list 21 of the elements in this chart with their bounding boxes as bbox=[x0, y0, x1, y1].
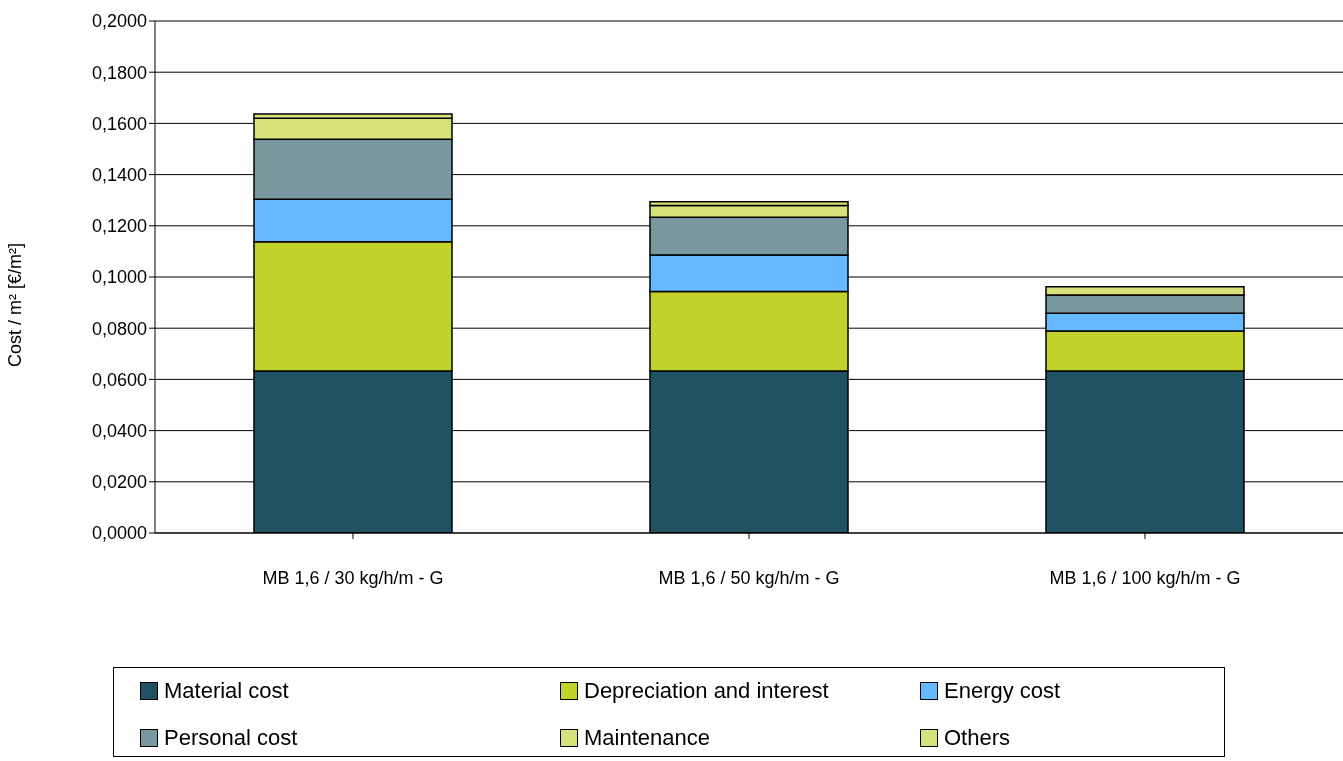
legend-label: Maintenance bbox=[584, 725, 710, 751]
y-tick-label: 0,2000 bbox=[91, 11, 147, 32]
x-tick-label: MB 1,6 / 30 kg/h/m - G bbox=[262, 567, 444, 588]
y-tick-label: 0,1600 bbox=[91, 113, 147, 134]
y-tick-label: 0,1400 bbox=[91, 164, 147, 185]
y-tick-label: 0,0400 bbox=[91, 420, 147, 441]
y-tick-label: 0,1000 bbox=[91, 267, 147, 288]
y-tick-label: 0,0200 bbox=[91, 472, 147, 493]
y-tick-label: 0,0000 bbox=[91, 523, 147, 544]
legend-label: Depreciation and interest bbox=[584, 678, 829, 704]
legend-label: Energy cost bbox=[944, 678, 1061, 704]
legend-label: Material cost bbox=[164, 678, 289, 704]
y-tick-label: 0,0600 bbox=[91, 369, 147, 390]
y-tick-label: 0,0800 bbox=[91, 318, 147, 339]
y-axis-title: Cost / m² [€/m²] bbox=[5, 242, 26, 367]
legend-label: Personal cost bbox=[164, 725, 298, 751]
legend-label: Others bbox=[944, 725, 1011, 751]
x-tick-label: MB 1,6 / 100 kg/h/m - G bbox=[1049, 567, 1241, 588]
x-tick-label: MB 1,6 / 50 kg/h/m - G bbox=[658, 567, 840, 588]
y-tick-label: 0,1200 bbox=[91, 216, 147, 237]
y-tick-label: 0,1800 bbox=[91, 62, 147, 83]
